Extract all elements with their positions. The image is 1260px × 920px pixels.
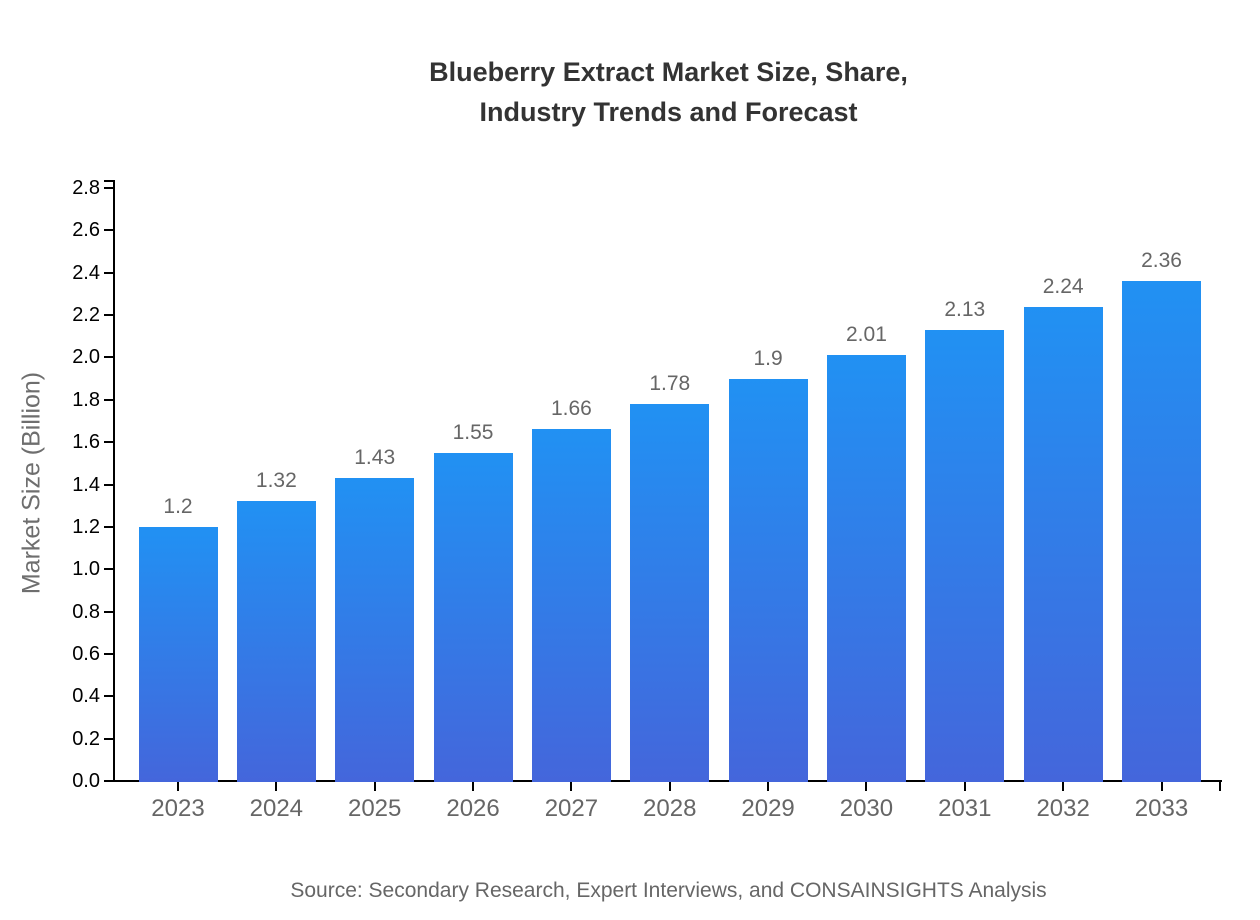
y-tick-label: 0.4: [72, 685, 100, 708]
x-tick: [275, 782, 278, 791]
x-tick: [1160, 782, 1163, 791]
x-tick-label: 2026: [446, 795, 500, 822]
y-axis-line: [113, 180, 115, 782]
bar-2030: [826, 355, 906, 782]
x-tick: [668, 782, 671, 791]
y-tick-label: 2.6: [72, 219, 100, 242]
bar-value-label: 2.13: [944, 297, 986, 321]
y-tick-label: 1.2: [72, 515, 100, 538]
x-axis-end-tick: [1219, 782, 1221, 791]
bar-value-label: 2.36: [1141, 249, 1182, 273]
x-tick-label: 2025: [347, 795, 402, 822]
x-tick-label: 2028: [643, 795, 697, 822]
bar-value-label: 1.66: [550, 397, 592, 421]
y-tick: [104, 314, 113, 317]
x-tick-label: 2032: [1036, 795, 1090, 822]
x-tick: [1062, 782, 1065, 791]
x-tick: [865, 782, 868, 791]
bar-value-label: 1.32: [255, 469, 297, 493]
y-tick-label: 1.0: [72, 558, 100, 581]
bar-2032: [1023, 306, 1103, 782]
y-tick-label: 0.2: [72, 727, 100, 750]
y-tick-label: 2.4: [72, 261, 100, 284]
x-tick-label: 2023: [151, 795, 205, 822]
x-tick: [570, 782, 573, 791]
y-tick-label: 0.0: [72, 770, 100, 792]
y-tick: [104, 652, 113, 655]
bar-2025: [335, 478, 415, 782]
bar-value-label: 1.43: [354, 446, 396, 470]
chart-title-line-1: Blueberry Extract Market Size, Share,: [429, 57, 908, 87]
source-text: Source: Secondary Research, Expert Inter…: [290, 879, 1047, 902]
y-tick-label: 2.8: [72, 177, 100, 199]
x-tick: [472, 782, 475, 791]
y-tick: [104, 737, 113, 740]
x-tick: [963, 782, 966, 791]
bar-value-label: 1.78: [649, 372, 691, 396]
y-tick-label: 1.4: [72, 473, 100, 496]
chart-title: Blueberry Extract Market Size, Share, In…: [115, 52, 1222, 132]
bar-2026: [433, 452, 513, 782]
bar-2031: [925, 329, 1005, 782]
x-tick: [767, 782, 770, 791]
y-tick-label: 1.6: [72, 431, 100, 454]
x-tick-label: 2029: [741, 795, 795, 822]
x-tick-label: 2030: [839, 795, 894, 822]
y-tick-label: 2.0: [72, 346, 100, 369]
y-tick: [104, 398, 113, 401]
y-tick-label: 2.2: [72, 304, 100, 327]
bar-value-label: 1.9: [753, 346, 783, 370]
y-tick: [104, 610, 113, 613]
y-tick-label: 0.6: [72, 642, 100, 665]
x-tick: [177, 782, 179, 791]
x-tick-label: 2027: [544, 795, 599, 822]
y-tick-label: 0.8: [72, 600, 100, 623]
y-tick: [104, 271, 113, 274]
y-tick: [104, 441, 113, 444]
bar-2033: [1122, 281, 1201, 782]
y-tick: [104, 483, 113, 486]
y-tick: [104, 356, 113, 359]
x-tick-label: 2024: [249, 795, 304, 822]
y-tick: [104, 187, 113, 189]
y-tick-label: 1.8: [72, 388, 100, 411]
y-tick: [104, 695, 113, 698]
bar-value-label: 1.2: [163, 494, 193, 518]
x-tick-label: 2033: [1134, 795, 1189, 822]
bar-value-label: 2.01: [846, 323, 887, 347]
y-tick: [104, 525, 113, 528]
bar-2028: [630, 404, 710, 782]
y-tick: [104, 568, 113, 571]
y-tick: [104, 780, 113, 782]
x-tick-label: 2031: [938, 795, 992, 822]
bar-value-label: 2.24: [1042, 274, 1084, 298]
y-tick: [104, 229, 113, 232]
bar-value-label: 1.55: [452, 420, 494, 444]
x-tick: [373, 782, 376, 791]
y-axis-endcap-tick: [104, 180, 113, 182]
bar-2029: [728, 378, 808, 782]
bar-2023: [138, 526, 218, 782]
bar-2024: [236, 501, 316, 782]
chart-title-line-2: Industry Trends and Forecast: [479, 97, 858, 127]
bar-2027: [531, 429, 611, 782]
